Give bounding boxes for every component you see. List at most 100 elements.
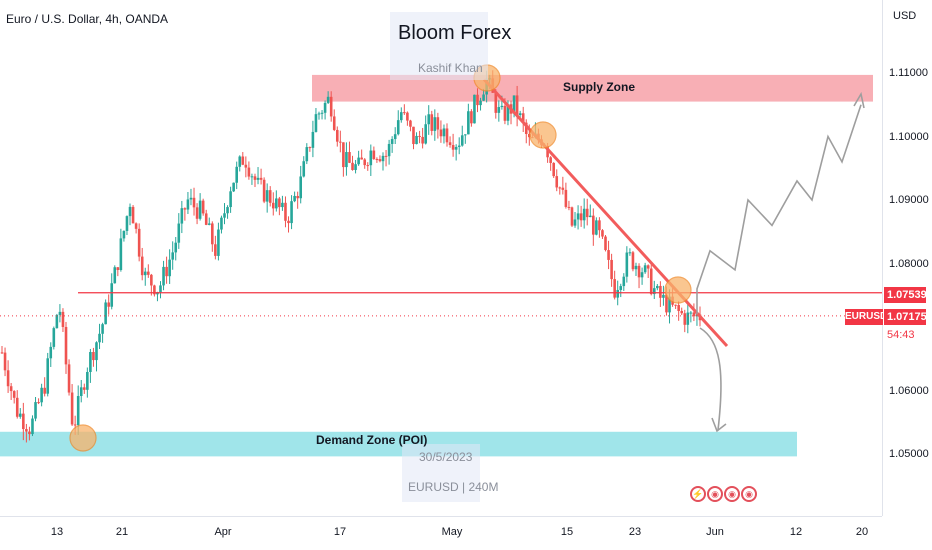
candle-body bbox=[61, 311, 65, 327]
candle-body bbox=[528, 133, 531, 138]
overlays-layer bbox=[0, 64, 882, 452]
candle-body bbox=[238, 156, 242, 167]
candle-body bbox=[223, 213, 226, 218]
candle-body bbox=[674, 304, 677, 306]
time-tick-label: Apr bbox=[214, 526, 232, 538]
descending-trendline bbox=[482, 78, 729, 348]
candle-body bbox=[34, 402, 37, 419]
candle-body bbox=[366, 165, 370, 167]
candle-body bbox=[649, 268, 653, 295]
candle-body bbox=[244, 164, 248, 168]
supply-zone-label: Supply Zone bbox=[563, 80, 635, 94]
time-tick-label: May bbox=[441, 526, 463, 538]
candle-body bbox=[153, 285, 156, 295]
candle-body bbox=[271, 202, 275, 209]
candle-body bbox=[70, 392, 74, 425]
candle-body bbox=[335, 129, 339, 142]
us-flag-event-icon[interactable]: ◉ bbox=[707, 486, 723, 502]
candle-body bbox=[576, 213, 580, 220]
candle-body bbox=[607, 250, 610, 260]
candle-body bbox=[558, 187, 562, 189]
candle-body bbox=[521, 113, 525, 123]
candle-body bbox=[506, 104, 510, 121]
candle-body bbox=[180, 208, 184, 224]
flash-event-icon[interactable]: ⚡ bbox=[690, 486, 706, 502]
candle-body bbox=[177, 223, 181, 243]
candle-body bbox=[107, 302, 110, 307]
chart-plot[interactable] bbox=[0, 0, 882, 516]
candle-body bbox=[131, 206, 135, 224]
candle-body bbox=[183, 208, 187, 210]
time-tick-label: 23 bbox=[628, 526, 642, 538]
candle-body bbox=[299, 176, 303, 199]
candle-body bbox=[567, 206, 571, 208]
candle-body bbox=[582, 208, 586, 221]
demand-zone-rect bbox=[0, 431, 797, 457]
candle-body bbox=[137, 228, 141, 257]
candle-body bbox=[467, 111, 470, 135]
candle-body bbox=[619, 286, 623, 290]
candle-body bbox=[640, 272, 644, 278]
candle-body bbox=[281, 202, 284, 208]
candle-body bbox=[317, 113, 321, 115]
touch-point-circle bbox=[69, 424, 97, 452]
candle-body bbox=[406, 112, 409, 121]
candle-body bbox=[372, 150, 376, 159]
us-flag-event-icon[interactable]: ◉ bbox=[741, 486, 757, 502]
candle-body bbox=[680, 310, 684, 314]
candle-body bbox=[613, 279, 616, 298]
candle-body bbox=[427, 114, 431, 125]
candle-body bbox=[515, 95, 519, 116]
candle-body bbox=[439, 129, 443, 137]
candle-body bbox=[564, 189, 568, 207]
candle-body bbox=[52, 328, 56, 347]
candle-body bbox=[601, 230, 604, 237]
candle-body bbox=[588, 215, 592, 218]
candle-body bbox=[201, 200, 205, 214]
bar-countdown: 54:43 bbox=[887, 329, 915, 341]
economic-events[interactable]: ⚡ ◉ ◉ ◉ bbox=[690, 486, 757, 502]
candle-body bbox=[314, 114, 318, 132]
candle-body bbox=[384, 155, 388, 157]
candle-body bbox=[390, 139, 394, 144]
candle-body bbox=[464, 134, 467, 136]
touch-point-circle bbox=[664, 276, 692, 304]
price-tick-label: 1.06000 bbox=[889, 385, 929, 397]
candle-body bbox=[320, 112, 324, 114]
candle-body bbox=[308, 147, 312, 149]
candle-body bbox=[433, 117, 437, 131]
candle-body bbox=[290, 201, 293, 224]
symbol-title[interactable]: Euro / U.S. Dollar, 4h, OANDA bbox=[6, 12, 169, 26]
time-tick-label: 12 bbox=[789, 526, 803, 538]
candle-body bbox=[512, 95, 516, 114]
candle-body bbox=[375, 158, 379, 160]
candle-body bbox=[412, 126, 415, 145]
candle-body bbox=[552, 162, 555, 177]
candle-body bbox=[293, 195, 296, 202]
us-flag-event-icon[interactable]: ◉ bbox=[724, 486, 740, 502]
candle-body bbox=[561, 187, 565, 190]
candle-body bbox=[207, 223, 211, 225]
bullish-projection-path bbox=[696, 104, 862, 315]
touch-point-circle bbox=[529, 121, 557, 149]
candle-body bbox=[217, 229, 220, 256]
candle-body bbox=[473, 94, 476, 124]
candle-body bbox=[119, 238, 123, 270]
candle-body bbox=[634, 265, 638, 270]
candle-body bbox=[546, 146, 549, 158]
candle-body bbox=[378, 159, 382, 162]
candle-body bbox=[524, 122, 528, 134]
candle-body bbox=[268, 190, 272, 203]
candle-body bbox=[442, 128, 446, 137]
candle-body bbox=[259, 177, 263, 180]
candle-body bbox=[494, 92, 498, 113]
candle-body bbox=[6, 370, 10, 387]
price-tick-label: 1.09000 bbox=[889, 194, 929, 206]
candle-body bbox=[399, 112, 403, 121]
candle-body bbox=[64, 326, 68, 365]
candle-body bbox=[424, 124, 427, 144]
candle-body bbox=[110, 283, 114, 307]
candle-body bbox=[67, 364, 71, 393]
candle-body bbox=[192, 197, 196, 208]
candle-body bbox=[549, 157, 552, 163]
